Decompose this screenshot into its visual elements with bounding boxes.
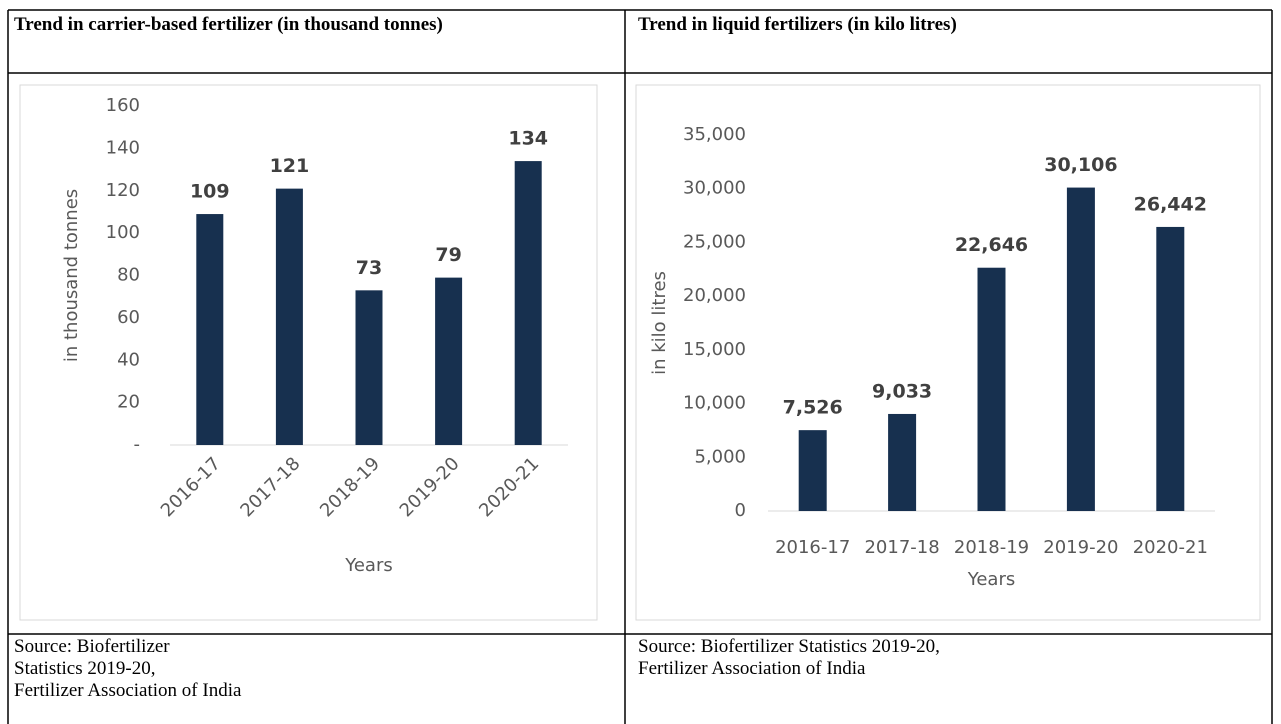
data-label: 121 (270, 155, 310, 177)
source-line: Statistics 2019-20, (14, 658, 156, 679)
bar (1156, 226, 1185, 511)
bar (1066, 187, 1095, 511)
y-tick-label: 20 (117, 392, 140, 413)
chart-frame (19, 84, 598, 621)
x-tick-label: 2020-21 (475, 453, 543, 521)
header: Trend in carrier-based fertilizer (in th… (14, 14, 443, 35)
y-tick-label: 25,000 (683, 231, 746, 252)
bar (798, 430, 827, 511)
data-label: 73 (356, 257, 382, 279)
x-tick-label: 2016-17 (775, 537, 850, 558)
y-tick-label: 140 (106, 137, 140, 158)
y-tick-label: 35,000 (683, 124, 746, 145)
x-axis-label: Years (344, 555, 393, 576)
source-line: Source: Biofertilizer (14, 636, 170, 657)
data-label: 79 (435, 244, 461, 266)
source-line: Fertilizer Association of India (14, 680, 242, 701)
y-tick-label: 60 (117, 307, 140, 328)
data-label: 30,106 (1044, 154, 1117, 176)
y-tick-label: 30,000 (683, 178, 746, 199)
x-tick-label: 2017-18 (236, 453, 304, 521)
y-tick-label: 100 (106, 222, 140, 243)
y-tick-label: 20,000 (683, 285, 746, 306)
y-tick-label: 40 (117, 349, 140, 370)
source: Source: Biofertilizer Statistics 2019-20… (638, 636, 1258, 680)
y-tick-label: - (134, 434, 141, 455)
bar (514, 161, 542, 445)
y-tick-label: 15,000 (683, 339, 746, 360)
y-tick-label: 160 (106, 95, 140, 116)
x-tick-label: 2018-19 (316, 453, 384, 521)
y-tick-label: 0 (735, 500, 746, 521)
header: Trend in liquid fertilizers (in kilo lit… (638, 14, 957, 35)
x-tick-label: 2020-21 (1133, 537, 1208, 558)
y-axis-label: in kilo litres (649, 271, 670, 375)
data-label: 7,526 (783, 397, 843, 419)
table-lines (7, 9, 1273, 724)
x-tick-label: 2019-20 (396, 453, 464, 521)
x-tick-label: 2018-19 (954, 537, 1029, 558)
chart-frame (635, 84, 1261, 621)
y-axis-label: in thousand tonnes (61, 189, 82, 362)
data-label: 22,646 (955, 234, 1028, 256)
y-tick-label: 5,000 (694, 446, 746, 467)
data-label: 9,033 (872, 380, 932, 402)
data-label: 109 (190, 181, 230, 203)
x-tick-label: 2017-18 (864, 537, 939, 558)
bar (435, 277, 463, 445)
y-tick-label: 10,000 (683, 393, 746, 414)
bar (196, 214, 224, 445)
x-tick-label: 2016-17 (157, 453, 225, 521)
source-line: Source: Biofertilizer Statistics 2019-20… (638, 636, 940, 657)
bar (355, 290, 383, 445)
x-axis-label: Years (967, 569, 1016, 590)
x-tick-label: 2019-20 (1043, 537, 1118, 558)
data-label: 134 (508, 128, 548, 150)
source-line: Fertilizer Association of India (638, 658, 866, 679)
y-tick-label: 120 (106, 180, 140, 201)
data-label: 26,442 (1134, 193, 1207, 215)
bar (275, 188, 303, 445)
bar (888, 413, 917, 511)
source: Source: Biofertilizer Statistics 2019-20,… (14, 636, 614, 702)
bar (977, 267, 1006, 511)
y-tick-label: 80 (117, 265, 140, 286)
